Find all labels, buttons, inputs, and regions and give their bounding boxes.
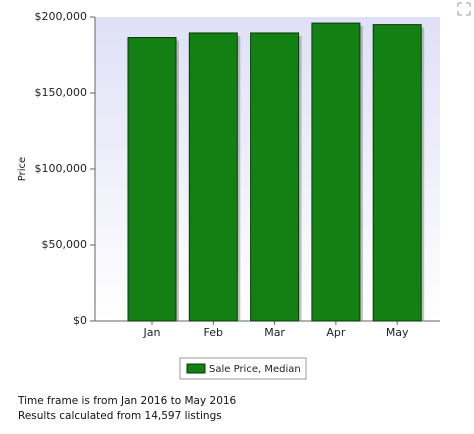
legend (179, 357, 307, 380)
note: Time frame is from Jan 2016 to May 2016 (17, 395, 237, 407)
x-tick-label: Mar (264, 326, 285, 339)
y-tick-label: $100,000 (35, 162, 88, 175)
x-tick-label: Jan (143, 326, 161, 339)
legend-label: Sale Price, Median (209, 364, 301, 375)
bar (311, 22, 361, 322)
x-tick-label: Apr (326, 326, 346, 339)
bar (127, 37, 177, 322)
y-tick-label: $150,000 (35, 86, 88, 99)
expand-icon[interactable] (457, 2, 471, 16)
x-tick-label: Feb (204, 326, 223, 339)
y-tick-label: $50,000 (42, 238, 88, 251)
legend-swatch (186, 363, 206, 374)
y-axis-label: Price (17, 157, 28, 181)
note: Results calculated from 14,597 listings (18, 410, 222, 422)
bar (188, 32, 238, 322)
x-tick-label: May (386, 326, 409, 339)
y-tick-label: $200,000 (35, 10, 88, 23)
bar (372, 24, 422, 322)
y-tick-label: $0 (73, 314, 87, 327)
bar (250, 32, 300, 322)
